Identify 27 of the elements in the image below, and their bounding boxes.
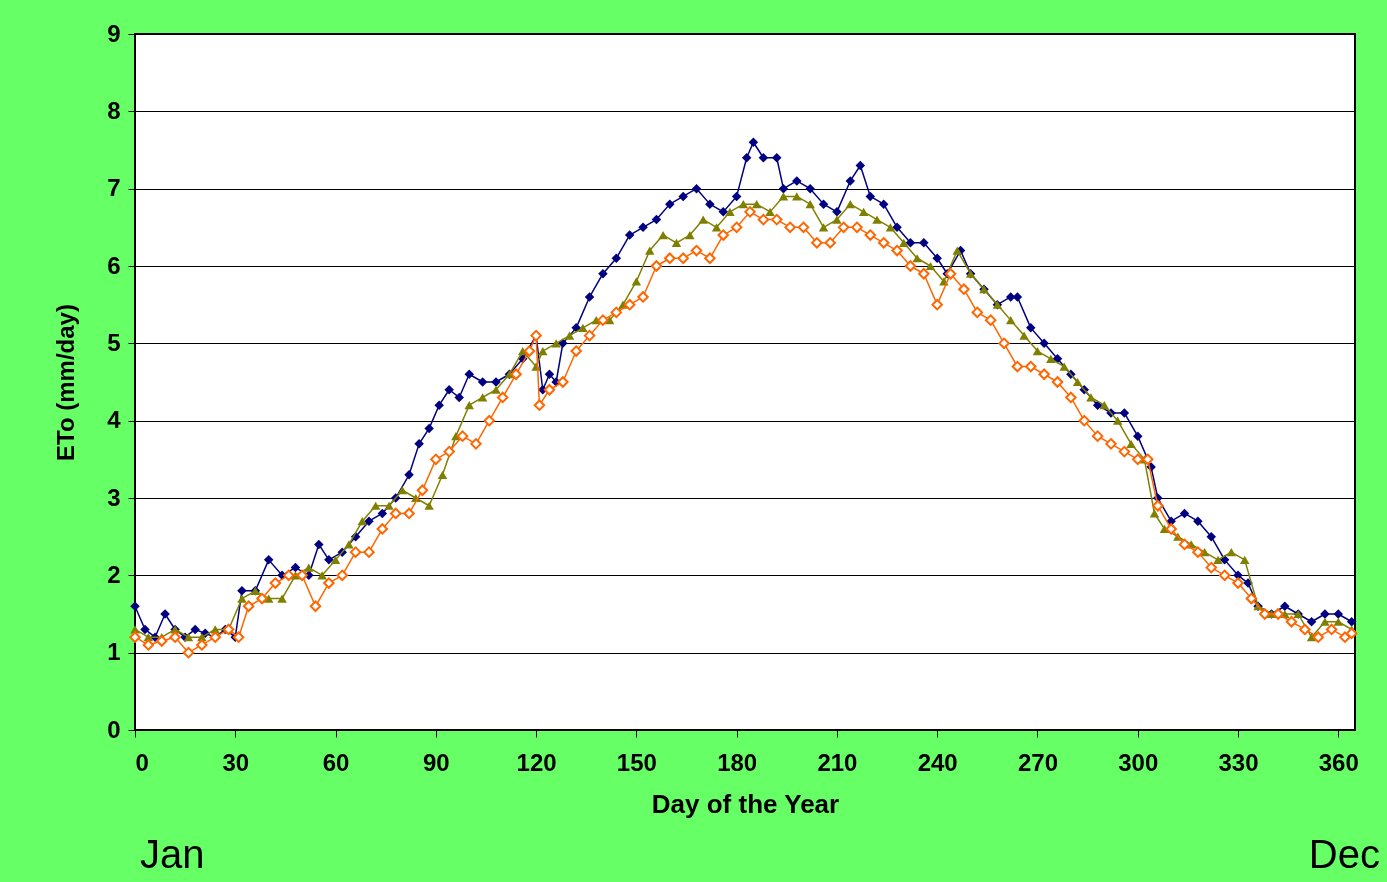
- x-axis-title: Day of the Year: [651, 788, 840, 819]
- y-tick-label: 0: [107, 715, 121, 743]
- y-tick-label: 6: [107, 251, 121, 279]
- x-tick-label: 90: [422, 748, 450, 776]
- y-tick-label: 3: [107, 483, 121, 511]
- x-tick-label: 210: [817, 748, 858, 776]
- x-tick-label: 0: [135, 748, 149, 776]
- x-tick-label: 330: [1218, 748, 1259, 776]
- text: Jan: [140, 832, 205, 876]
- y-tick-label: 8: [107, 96, 121, 124]
- x-tick-label: 240: [917, 748, 958, 776]
- x-tick-label: 300: [1118, 748, 1159, 776]
- y-axis-title: ETo (mm/day): [52, 304, 80, 461]
- text: Dec: [1308, 832, 1380, 876]
- x-tick-label: 30: [222, 748, 250, 776]
- x-tick-label: 150: [616, 748, 657, 776]
- x-tick-label: 360: [1318, 748, 1359, 776]
- y-tick-label: 4: [107, 406, 122, 434]
- x-tick-label: 60: [322, 748, 350, 776]
- x-tick-label: 180: [717, 748, 758, 776]
- y-tick-label: 7: [107, 174, 121, 202]
- y-tick-label: 1: [107, 638, 121, 666]
- x-tick-label: 120: [516, 748, 557, 776]
- y-tick-label: 2: [107, 560, 121, 588]
- y-tick-label: 9: [107, 19, 121, 47]
- x-tick-label: 270: [1017, 748, 1058, 776]
- y-tick-label: 5: [107, 328, 121, 356]
